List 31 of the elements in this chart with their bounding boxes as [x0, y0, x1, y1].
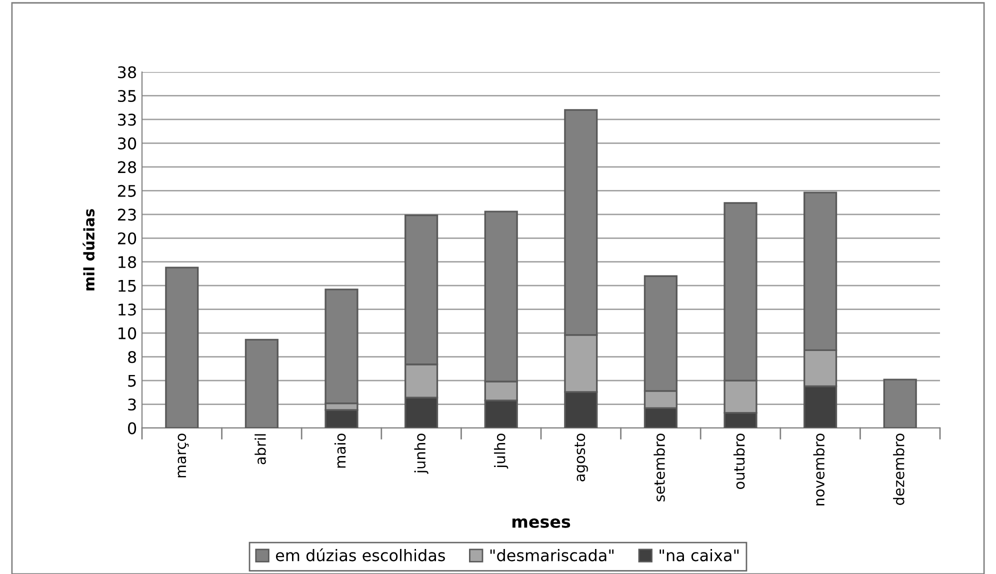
- x-tick-label: maio: [334, 434, 346, 468]
- x-tick-label: junho: [414, 434, 428, 474]
- legend-label: "desmariscada": [490, 548, 614, 562]
- x-tick-label: outubro: [733, 434, 745, 490]
- y-tick-label: 30: [118, 137, 136, 150]
- y-tick-label: 18: [118, 256, 136, 268]
- y-tick-label: 13: [118, 304, 136, 316]
- y-tick-label: 33: [118, 114, 136, 126]
- x-tick-label: agosto: [574, 434, 588, 482]
- y-tick-label: 20: [118, 232, 136, 244]
- x-tick-label: novembro: [813, 434, 825, 506]
- x-tick-label: março: [178, 434, 189, 478]
- x-axis-title: meses: [512, 518, 570, 528]
- y-tick-label: 38: [118, 66, 136, 78]
- y-axis-title: mil dúzias: [82, 209, 95, 290]
- y-tick-label: 3: [128, 398, 136, 411]
- y-tick-label: 25: [118, 184, 136, 197]
- y-tick-label: 35: [118, 90, 136, 102]
- y-tick-label: 10: [118, 327, 136, 340]
- x-tick-label: dezembro: [893, 434, 904, 505]
- y-tick-label: 28: [118, 161, 136, 174]
- y-tick-label: 8: [128, 351, 136, 364]
- y-tick-label: 23: [118, 208, 136, 221]
- x-tick-label: abril: [254, 434, 266, 464]
- y-tick-label: 5: [128, 374, 136, 387]
- y-tick-label: 15: [118, 280, 136, 292]
- y-tick-label: 0: [128, 422, 136, 434]
- legend-label: "na caixa": [660, 548, 739, 562]
- x-tick-label: setembro: [654, 434, 665, 502]
- legend-label: em dúzias escolhidas: [276, 548, 445, 562]
- x-tick-label: julho: [494, 434, 508, 469]
